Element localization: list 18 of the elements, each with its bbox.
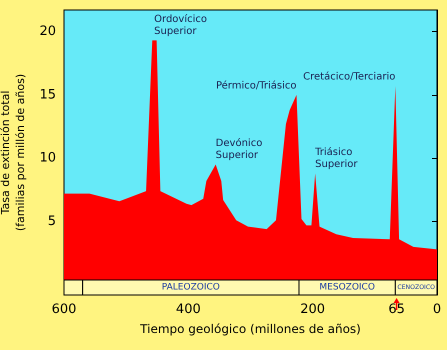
x-tick-label: 200 [300, 302, 326, 317]
y-axis-title: Tasa de extinción total (familias por millón de años) [0, 74, 27, 232]
annotation: Pérmico/Triásico [216, 80, 297, 92]
x-tick-label: 600 [52, 302, 76, 317]
y-tick-label: 5 [48, 214, 56, 230]
annotation: Triásico Superior [314, 146, 358, 170]
y-tick-label: 20 [39, 24, 56, 40]
y-tick-label: 15 [39, 87, 56, 102]
y-tick-label: 10 [39, 150, 56, 166]
x-tick-label: 65 [388, 302, 405, 317]
band-label: MESOZOICO [319, 282, 375, 292]
x-tick-label: 400 [176, 302, 201, 317]
x-axis-title: Tiempo geológico (millones de años) [139, 322, 361, 336]
annotation: Ordovícico Superior [154, 14, 208, 37]
annotation: Devónico Superior [216, 138, 262, 162]
band-label: PALEOZOICO [162, 282, 220, 292]
annotation: Cretácico/Terciario [303, 72, 396, 82]
x-tick-label: 0 [432, 302, 442, 317]
